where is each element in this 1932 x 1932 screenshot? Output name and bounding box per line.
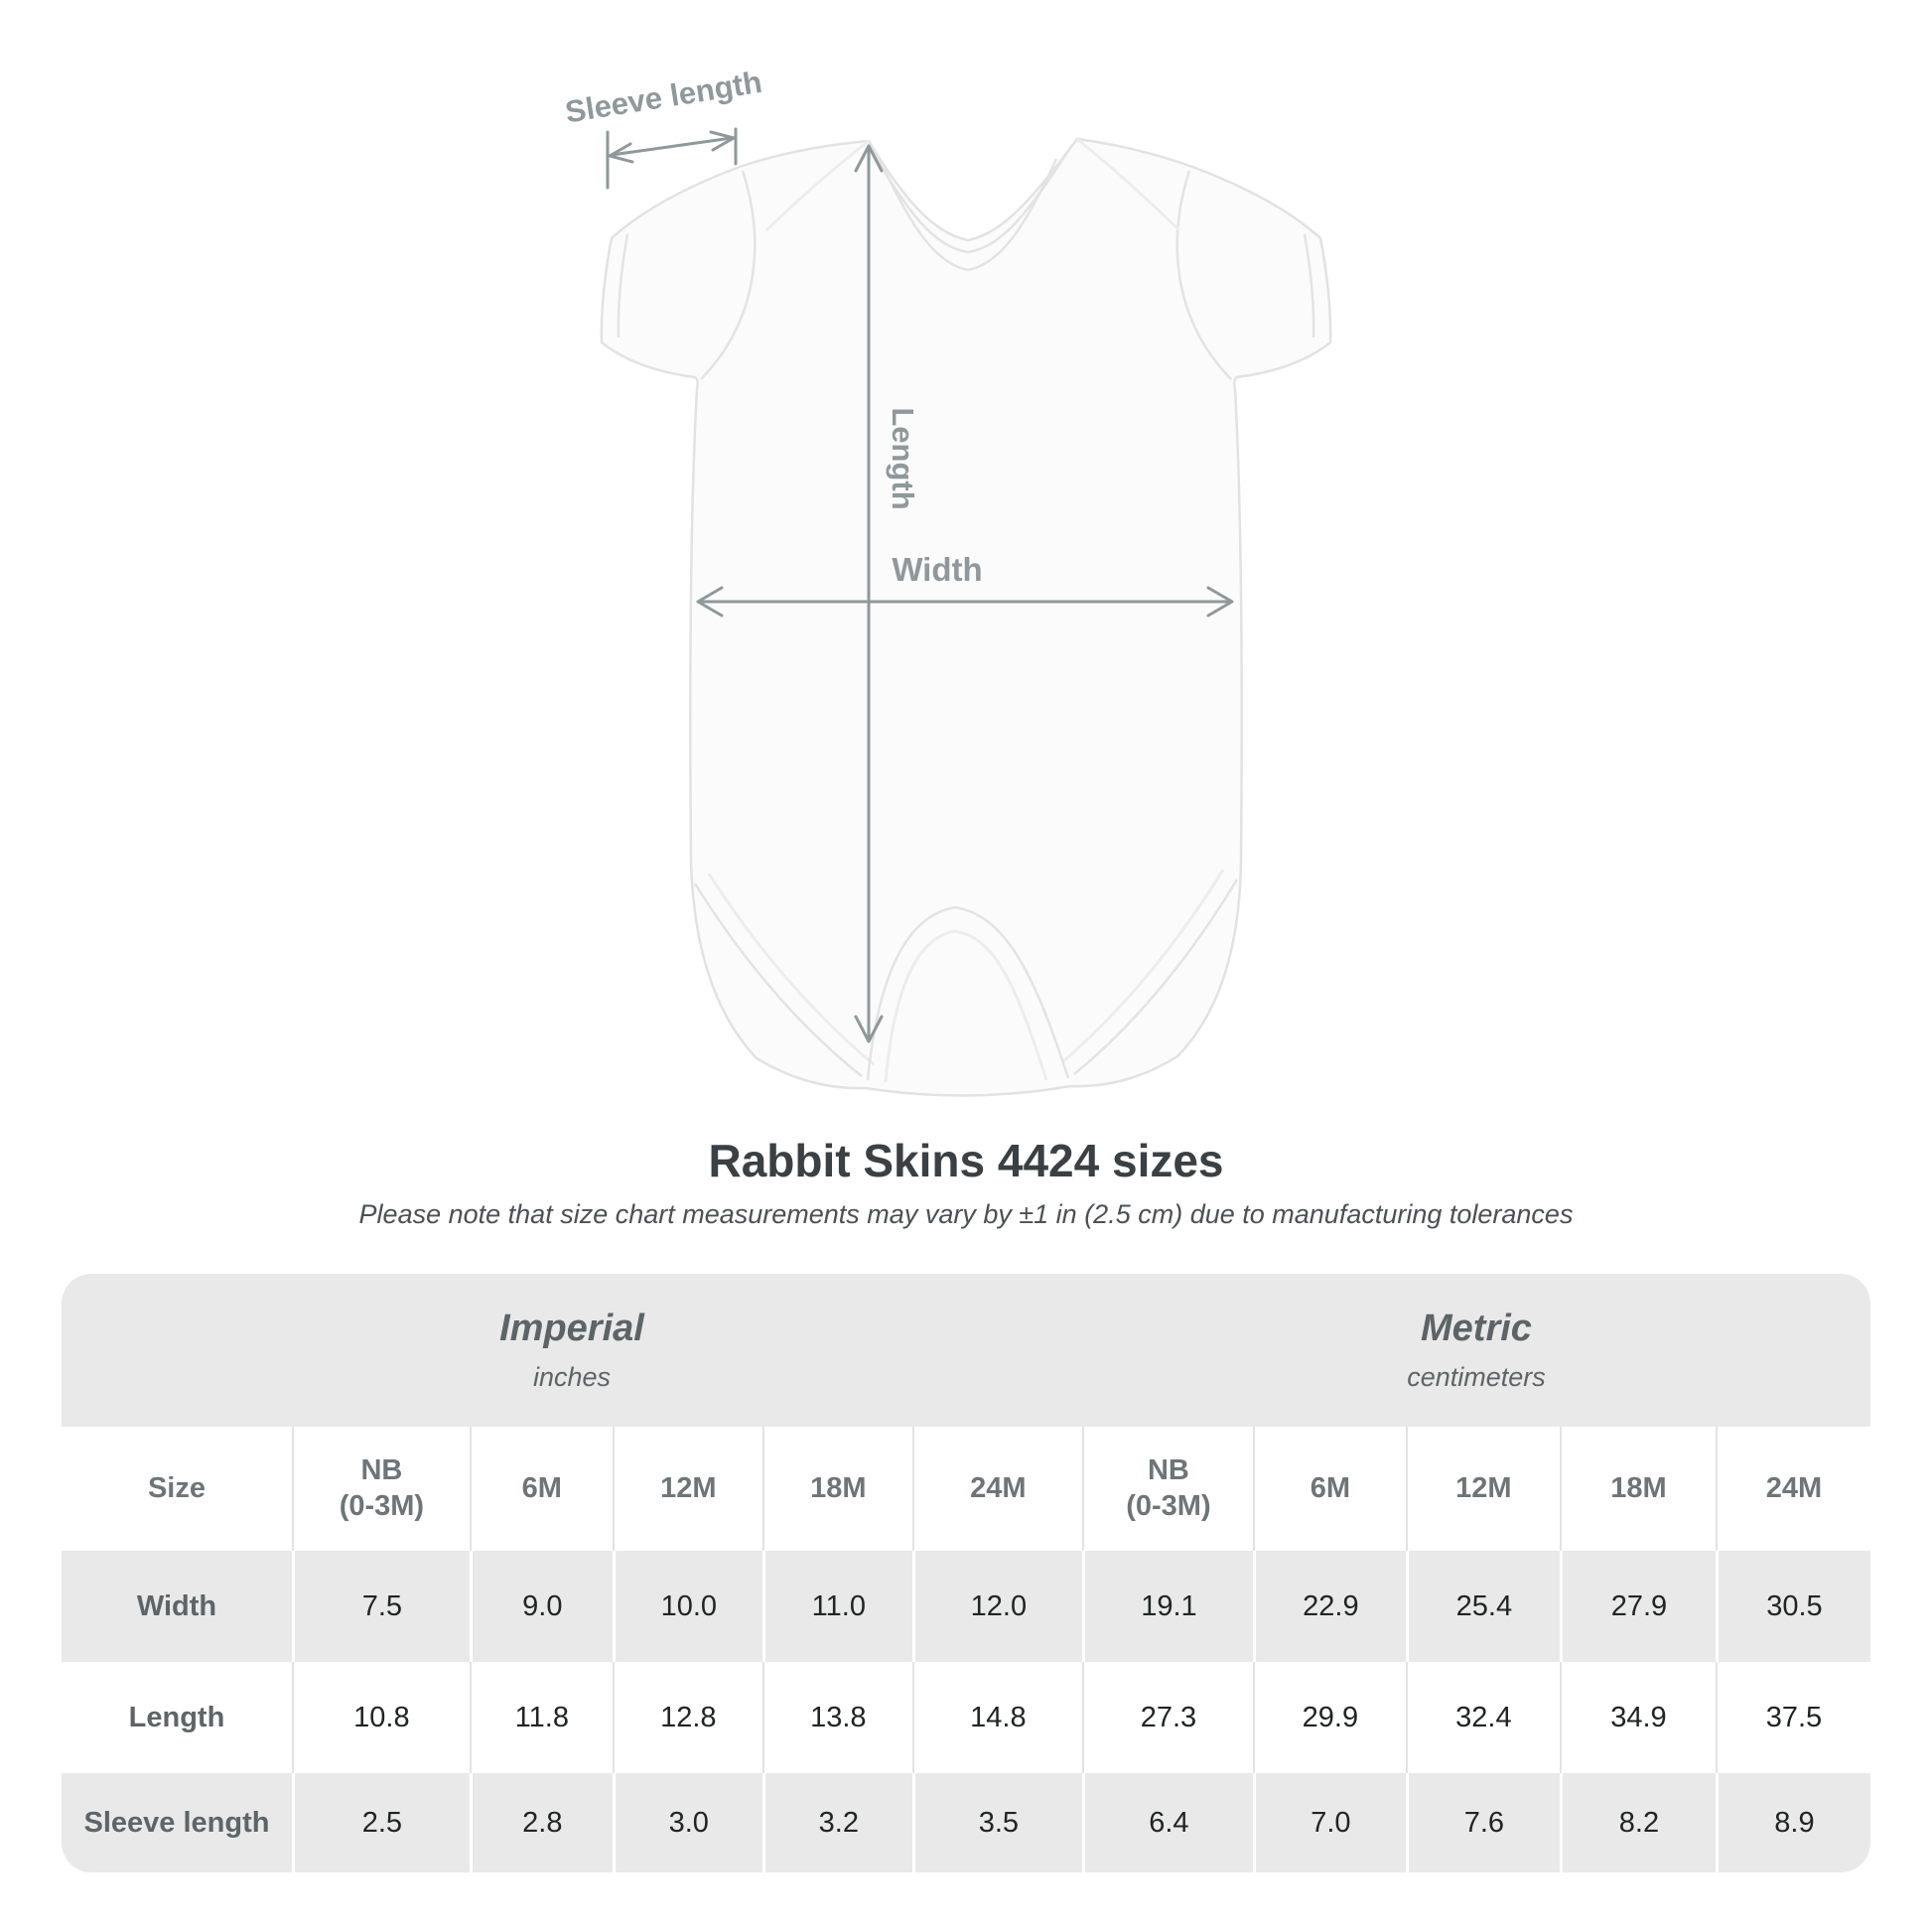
table-value: 8.9	[1715, 1772, 1870, 1872]
column-header: 24M	[1715, 1426, 1870, 1551]
table-value: 11.0	[761, 1550, 912, 1662]
table-row-length: Length 10.8 11.8 12.8 13.8 14.8 27.3 29.…	[62, 1661, 1870, 1773]
table-value: 3.5	[911, 1772, 1082, 1872]
column-header: NB (0-3M)	[291, 1426, 470, 1551]
unit-header-metric: Metric centimeters	[1082, 1274, 1870, 1427]
column-header: 12M	[1405, 1426, 1560, 1551]
table-value: 11.8	[469, 1661, 613, 1773]
imperial-label: Imperial	[499, 1307, 644, 1349]
table-row-width: Width 7.5 9.0 10.0 11.0 12.0 19.1 22.9 2…	[62, 1550, 1870, 1662]
table-value: 2.8	[469, 1772, 613, 1872]
tolerance-note: Please note that size chart measurements…	[358, 1199, 1574, 1230]
page-title: Rabbit Skins 4424 sizes	[708, 1135, 1224, 1186]
table-value: 2.5	[291, 1772, 470, 1872]
table-value: 27.3	[1081, 1661, 1253, 1773]
table-value: 3.0	[612, 1772, 762, 1872]
right-sleeve-hem-seam	[1303, 233, 1315, 339]
table-value: 8.2	[1559, 1772, 1716, 1872]
column-header: 6M	[469, 1426, 613, 1551]
left-sleeve-hem-seam	[617, 233, 629, 339]
onesie-measurement-diagram: Sleeve length Length Width	[563, 65, 1332, 1097]
metric-unit-label: centimeters	[1407, 1361, 1546, 1392]
size-header-row: Size NB (0-3M) 6M 12M 18M 24M NB (0-3M) …	[62, 1426, 1870, 1551]
table-value: 10.0	[612, 1550, 762, 1662]
table-value: 7.6	[1405, 1772, 1560, 1872]
right-leg-binding-seam	[1073, 879, 1239, 1075]
imperial-unit-label: inches	[532, 1361, 611, 1392]
table-value: 25.4	[1405, 1550, 1560, 1662]
table-value: 6.4	[1081, 1772, 1253, 1872]
column-header: NB (0-3M)	[1081, 1426, 1253, 1551]
right-shoulder-flap-seam	[1076, 137, 1181, 232]
size-table: Imperial inches Metric centimeters Size …	[62, 1273, 1870, 1872]
crotch-flap-inner-seam	[884, 929, 1048, 1083]
left-leg-binding-inner-seam	[707, 873, 875, 1066]
table-value: 22.9	[1252, 1550, 1406, 1662]
unit-header-band: Imperial inches Metric centimeters	[62, 1273, 1870, 1427]
row-label: Width	[136, 1589, 217, 1622]
table-value: 19.1	[1081, 1550, 1253, 1662]
right-armhole-seam	[1175, 170, 1232, 380]
row-label: Sleeve length	[83, 1806, 270, 1839]
crotch-flap-seam	[866, 905, 1070, 1081]
table-value: 9.0	[469, 1550, 613, 1662]
table-value: 34.9	[1559, 1661, 1716, 1773]
table-value: 10.8	[291, 1661, 470, 1773]
column-header: 24M	[911, 1426, 1082, 1551]
row-label: Length	[128, 1701, 225, 1733]
left-armhole-seam	[700, 170, 757, 380]
table-value: 7.0	[1252, 1772, 1406, 1872]
length-label: Length	[886, 407, 920, 509]
table-value: 29.9	[1252, 1661, 1406, 1773]
table-value: 7.5	[291, 1550, 470, 1662]
sleeve-length-arrow	[606, 127, 738, 190]
width-label: Width	[892, 551, 982, 588]
right-leg-binding-inner-seam	[1061, 869, 1225, 1064]
table-value: 30.5	[1715, 1550, 1870, 1662]
table-value: 12.8	[612, 1661, 762, 1773]
table-value: 12.0	[911, 1550, 1082, 1662]
table-row-sleeve-length: Sleeve length 2.5 2.8 3.0 3.2 3.5 6.4 7.…	[62, 1772, 1870, 1872]
column-header: 12M	[612, 1426, 762, 1551]
column-header: 18M	[761, 1426, 912, 1551]
onesie-illustration	[600, 137, 1332, 1097]
table-value: 37.5	[1715, 1661, 1870, 1773]
table-value: 32.4	[1405, 1661, 1560, 1773]
left-shoulder-flap-seam	[764, 139, 870, 232]
width-arrow	[696, 586, 1234, 618]
table-value: 3.2	[761, 1772, 912, 1872]
table-value: 14.8	[911, 1661, 1082, 1773]
column-header: 6M	[1252, 1426, 1406, 1551]
unit-header-imperial: Imperial inches	[62, 1274, 1082, 1427]
table-value: 13.8	[761, 1661, 912, 1773]
length-arrow	[854, 144, 884, 1043]
metric-label: Metric	[1421, 1307, 1532, 1349]
table-value: 27.9	[1559, 1550, 1716, 1662]
neckline-inner-seam	[878, 158, 1058, 272]
left-leg-binding-seam	[693, 883, 863, 1077]
sleeve-length-label: Sleeve length	[563, 65, 764, 130]
onesie-body	[600, 137, 1332, 1097]
column-header: 18M	[1559, 1426, 1716, 1551]
size-column-header: Size	[147, 1472, 206, 1505]
